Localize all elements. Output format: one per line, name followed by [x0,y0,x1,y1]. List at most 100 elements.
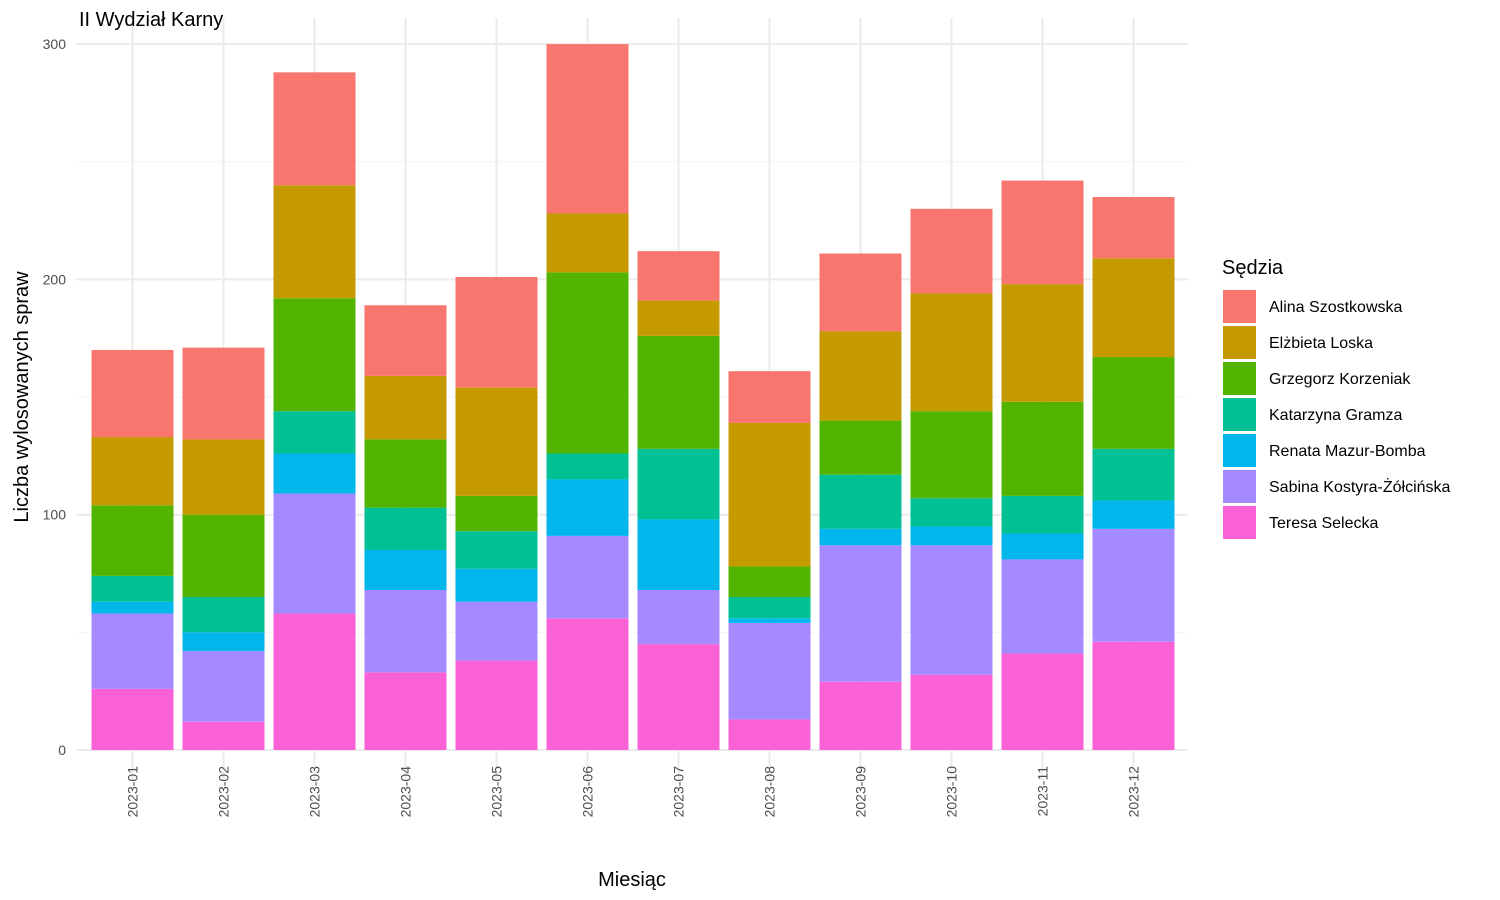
bar-segment [1092,448,1175,501]
x-tick-label: 2023-01 [125,766,141,818]
chart-title: II Wydział Karny [79,9,223,31]
bar-segment [455,660,538,750]
bar-segment [819,681,902,750]
bar-segment [273,411,356,454]
bar-segment [273,298,356,412]
bar-segment [1092,528,1175,642]
bar-segment [910,674,993,750]
bar-segment [91,601,174,614]
bar-segment [728,618,811,623]
bar-segment [91,349,174,438]
bars [91,44,1175,750]
legend-label: Elżbieta Loska [1269,335,1373,352]
legend-title: Sędzia [1222,257,1284,279]
x-tick-label: 2023-10 [944,766,960,818]
bar-segment [546,272,629,454]
bar-segment [637,300,720,336]
legend-label: Sabina Kostyra-Żółcińska [1269,477,1451,496]
bar-segment [1001,284,1084,402]
bar-segment [455,387,538,496]
bar-segment [1001,495,1084,534]
bar-segment [910,293,993,412]
bar-segment [455,277,538,388]
y-tick-label: 200 [43,271,67,287]
bar-segment [455,495,538,532]
y-tick-labels: 0 100 200 300 [43,36,67,758]
bar-segment [819,528,902,546]
bar-segment [546,213,629,273]
x-tick-label: 2023-05 [489,766,505,818]
legend-swatch [1223,398,1256,431]
bar-segment [91,688,174,750]
bar-segment [182,514,265,598]
bar-segment [364,672,447,750]
x-tick-label: 2023-09 [853,766,869,818]
bar-segment [91,575,174,602]
bar-segment [364,439,447,508]
bar-segment [455,531,538,569]
bar-segment [728,719,811,750]
bar-segment [728,566,811,598]
bar-segment [182,721,265,750]
legend-label: Katarzyna Gramza [1269,407,1402,424]
legend: Sędzia Alina Szostkowska Elżbieta Loska Gr… [1222,257,1451,539]
legend-label: Alina Szostkowska [1269,299,1402,316]
bar-segment [182,347,265,440]
bar-segment [1092,500,1175,529]
bar-segment [819,331,902,421]
bar-segment [273,453,356,494]
bar-segment [364,375,447,440]
x-tick-label: 2023-02 [216,766,232,818]
bar-segment [273,613,356,750]
y-tick-label: 0 [58,742,66,758]
bar-segment [728,597,811,619]
bar-segment [273,493,356,614]
bar-segment [1001,401,1084,496]
bar-segment [1092,258,1175,358]
bar-segment [364,589,447,673]
bar-segment [637,335,720,449]
bar-segment [637,448,720,520]
x-tick-label: 2023-12 [1126,766,1142,818]
bar-segment [910,545,993,675]
x-tick-label: 2023-03 [307,766,323,818]
x-tick-label: 2023-08 [762,766,778,818]
legend-swatch [1223,362,1256,395]
bar-segment [455,601,538,661]
legend-label: Teresa Selecka [1269,515,1378,532]
bar-segment [1001,180,1084,285]
bar-segment [728,371,811,423]
legend-swatch [1223,434,1256,467]
bar-segment [546,453,629,480]
bar-segment [637,251,720,301]
legend-label: Renata Mazur-Bomba [1269,443,1426,460]
bar-segment [182,632,265,652]
bar-segment [910,498,993,527]
legend-swatch [1223,326,1256,359]
x-tick-labels: 2023-01 2023-02 2023-03 2023-04 2023-05 2023-… [125,766,1142,818]
bar-segment [364,305,447,376]
bar-segment [819,474,902,529]
y-axis-title: Liczba wylosowanych spraw [11,271,33,523]
bar-segment [91,437,174,506]
bar-segment [546,618,629,750]
bar-segment [546,479,629,536]
bar-segment [182,651,265,722]
x-tick-label: 2023-11 [1035,766,1051,817]
bar-segment [819,420,902,475]
bar-segment [182,597,265,633]
bar-segment [1001,533,1084,560]
bar-segment [91,613,174,689]
bar-segment [182,439,265,515]
y-tick-label: 100 [43,507,67,523]
bar-segment [910,208,993,294]
bar-segment [637,519,720,590]
x-tick-label: 2023-06 [580,766,596,818]
bar-segment [819,253,902,332]
legend-swatch [1223,506,1256,539]
bar-segment [910,411,993,499]
bar-segment [1001,559,1084,654]
bar-segment [273,72,356,186]
bar-segment [1001,653,1084,750]
